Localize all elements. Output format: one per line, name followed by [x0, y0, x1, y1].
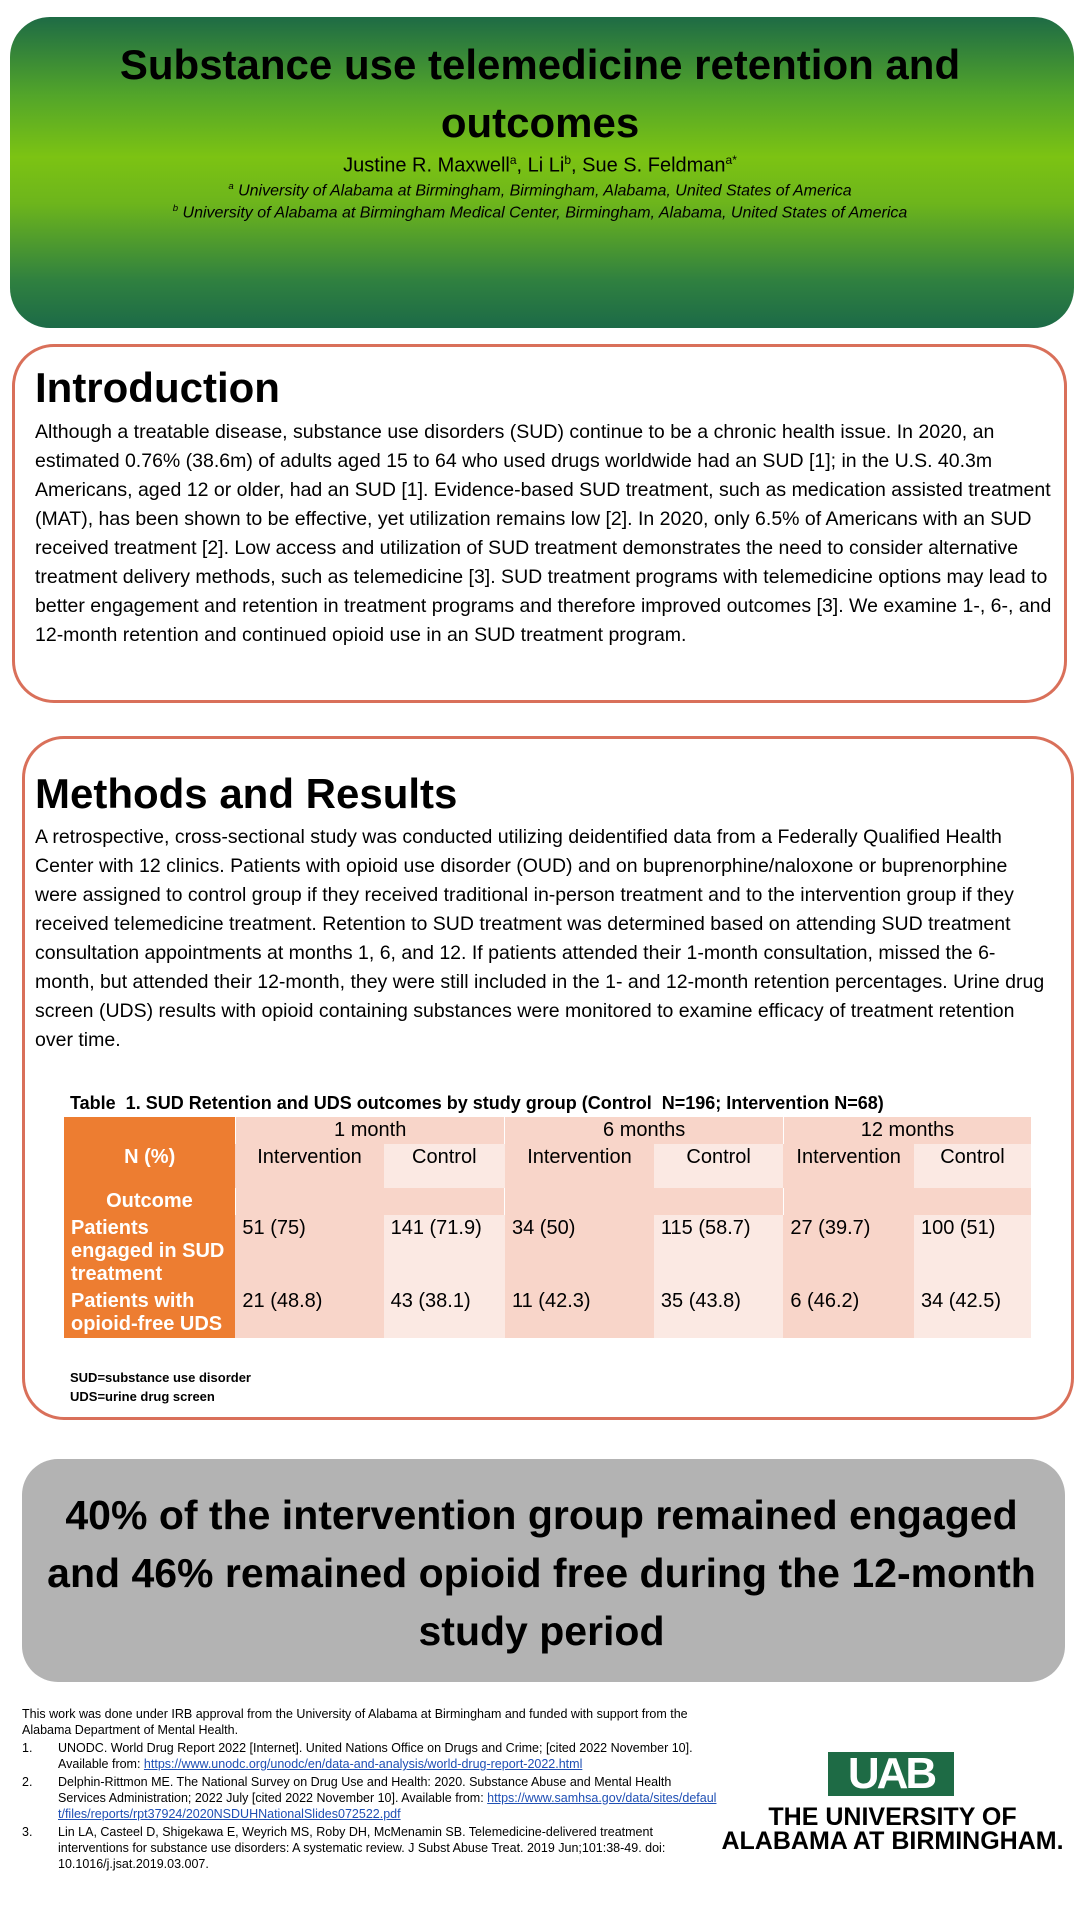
reference-text: Delphin-Rittmon ME. The National Survey … [58, 1774, 722, 1822]
methods-box [22, 736, 1074, 1420]
table-cell: 34 (42.5) [913, 1288, 1031, 1338]
author-name: , Li Li [516, 154, 565, 177]
methods-text: A retrospective, cross-sectional study w… [35, 826, 1045, 1051]
table-caption: Table 1. SUD Retention and UDS outcomes … [70, 1093, 884, 1113]
logo-line: THE UNIVERSITY OF [768, 1803, 1017, 1831]
logo-mark: UAB [828, 1752, 954, 1796]
table-cell: 27 (39.7) [783, 1215, 914, 1288]
introduction-box [12, 344, 1067, 703]
table-row: Patients engaged in SUD treatment 51 (75)… [64, 1215, 1031, 1288]
reference-text: Lin LA, Casteel D, Shigekawa E, Weyrich … [58, 1824, 722, 1872]
row-header: Outcome [64, 1188, 236, 1215]
conclusion-text: 40% of the intervention group remained e… [47, 1492, 1036, 1654]
table-cell: 141 (71.9) [383, 1215, 505, 1288]
reference-text: UNODC. World Drug Report 2022 [Internet]… [58, 1740, 722, 1772]
reference-body: Lin LA, Casteel D, Shigekawa E, Weyrich … [58, 1825, 666, 1871]
table-cell: 43 (38.1) [383, 1288, 505, 1338]
table-cell: 21 (48.8) [235, 1288, 384, 1338]
logo-line: ALABAMA AT BIRMINGHAM. [721, 1827, 1064, 1855]
row-header: Patients with opioid-free UDS [64, 1288, 236, 1338]
table-cell: 6 (46.2) [783, 1288, 914, 1338]
reference: 3. Lin LA, Casteel D, Shigekawa E, Weyric… [22, 1824, 722, 1872]
column-group-header: 6 months [504, 1117, 784, 1144]
table-cell: 115 (58.7) [653, 1215, 784, 1288]
table-row: Patients with opioid-free UDS 21 (48.8) 43… [64, 1288, 1031, 1338]
poster-title: Substance use telemedicine retention and… [119, 41, 961, 146]
table-row: N (%) Intervention Control Intervention Cont… [64, 1144, 1031, 1188]
footnote: UDS=urine drug screen [70, 1389, 215, 1404]
row-header: Patients engaged in SUD treatment [64, 1215, 236, 1288]
column-group-header: 12 months [782, 1117, 1031, 1144]
author-affiliation-mark: b [564, 153, 572, 167]
column-group-header: 1 month [234, 1117, 505, 1144]
author-name: Justine R. Maxwell [343, 154, 510, 177]
column-header: Control [653, 1144, 784, 1188]
table-cell: 100 (51) [913, 1215, 1031, 1288]
reference-body: UNODC. World Drug Report 2022 [Internet]… [58, 1741, 693, 1771]
affiliation-text: University of Alabama at Birmingham, Bir… [233, 182, 852, 200]
logo-text: THE UNIVERSITY OF ALABAMA AT BIRMINGHAM. [720, 1803, 1065, 1855]
table-cell [234, 1188, 505, 1215]
header-banner [10, 17, 1074, 328]
introduction-text: Although a treatable disease, substance … [35, 421, 1052, 646]
reference-body: Delphin-Rittmon ME. The National Survey … [58, 1775, 672, 1805]
reference: 2. Delphin-Rittmon ME. The National Surve… [22, 1774, 722, 1822]
table-cell [504, 1188, 784, 1215]
authors: Justine R. Maxwella, Li Lib, Sue S. Feld… [0, 153, 1080, 178]
reference: 1. UNODC. World Drug Report 2022 [Interne… [22, 1740, 722, 1772]
table-cell: 11 (42.3) [504, 1288, 654, 1338]
column-header: Intervention [783, 1144, 914, 1188]
column-header: Intervention [235, 1144, 384, 1188]
references: 1. UNODC. World Drug Report 2022 [Interne… [22, 1740, 722, 1874]
author-affiliation-mark: a [509, 153, 517, 167]
affiliation-mark: b [172, 203, 179, 214]
affiliation: b University of Alabama at Birmingham Me… [0, 203, 1080, 222]
conclusion-box [22, 1459, 1065, 1682]
reference-number: 1. [22, 1741, 33, 1755]
affiliation-text: University of Alabama at Birmingham Medi… [178, 204, 908, 222]
table-row: Outcome [64, 1188, 1031, 1215]
column-header: Intervention [504, 1144, 654, 1188]
table-cell [64, 1117, 236, 1144]
table-cell: 35 (43.8) [653, 1288, 784, 1338]
table-cell: 34 (50) [504, 1215, 654, 1288]
affiliation: a University of Alabama at Birmingham, B… [0, 181, 1080, 200]
reference-link[interactable]: https://www.unodc.org/unodc/en/data-and-… [143, 1757, 583, 1771]
column-header: Control [913, 1144, 1031, 1188]
results-table: 1 month 6 months 12 months N (%) Interventio… [64, 1117, 1031, 1338]
author-name: , Sue S. Feldman [571, 154, 726, 177]
acknowledgement: This work was done under IRB approval fr… [22, 1707, 688, 1737]
section-heading: Introduction [35, 364, 280, 411]
table-cell [782, 1188, 1031, 1215]
row-header: N (%) [64, 1144, 236, 1188]
table-cell: 51 (75) [235, 1215, 384, 1288]
section-heading: Methods and Results [35, 770, 458, 817]
affiliation-mark: a [228, 181, 234, 192]
footnote: SUD=substance use disorder [70, 1370, 251, 1385]
reference-number: 2. [22, 1775, 33, 1789]
column-header: Control [383, 1144, 505, 1188]
author-affiliation-mark: a* [725, 153, 737, 167]
reference-number: 3. [22, 1825, 33, 1839]
table-row: 1 month 6 months 12 months [64, 1117, 1031, 1144]
reference-link[interactable]: https://www.samhsa.gov/data/sites/defaul… [58, 1791, 717, 1821]
